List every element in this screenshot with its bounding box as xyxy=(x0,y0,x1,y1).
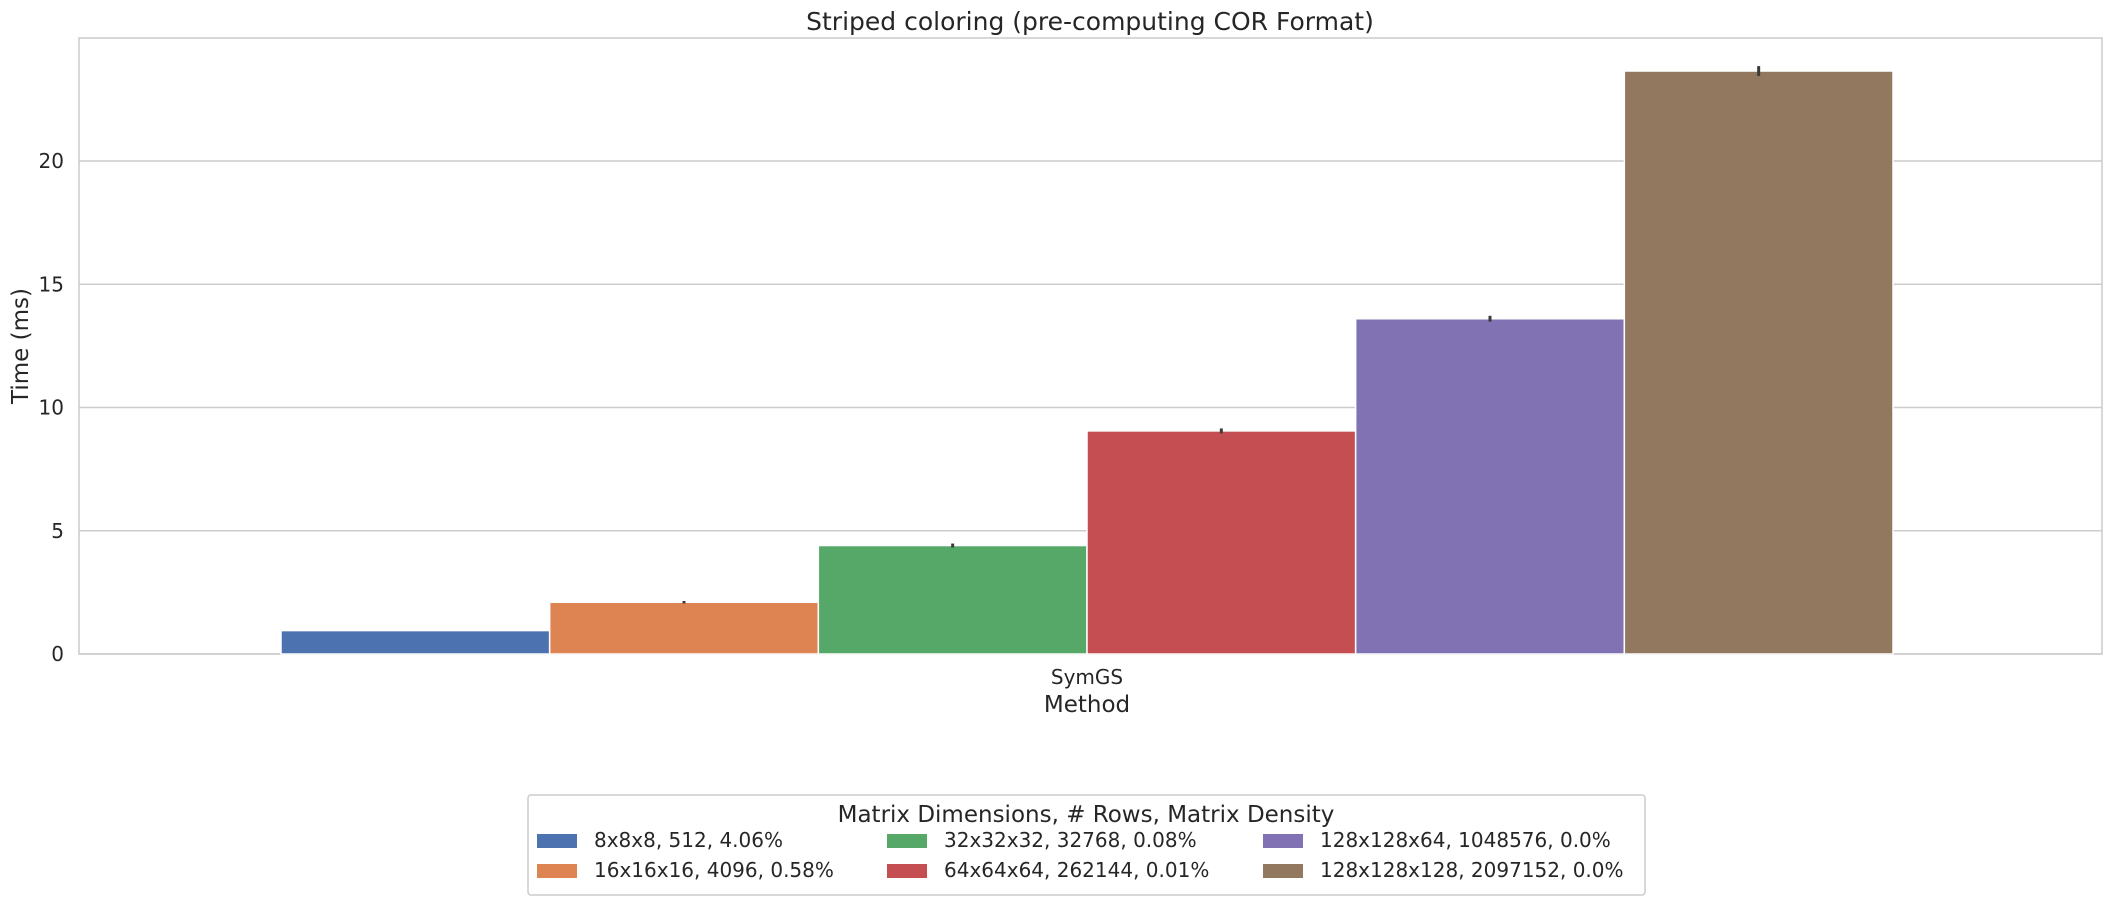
legend-label: 32x32x32, 32768, 0.08% xyxy=(944,828,1197,852)
y-tick-label: 10 xyxy=(39,396,64,420)
bar xyxy=(817,544,1088,655)
legend-swatch xyxy=(537,834,577,848)
legend-title: Matrix Dimensions, # Rows, Matrix Densit… xyxy=(838,802,1335,828)
x-tick-labels: SymGS xyxy=(1051,665,1123,689)
bar xyxy=(1623,70,1894,655)
legend-frame xyxy=(527,794,1646,896)
bar xyxy=(1086,430,1357,655)
bar xyxy=(280,629,551,655)
y-tick-label: 0 xyxy=(51,642,64,666)
legend-label: 128x128x64, 1048576, 0.0% xyxy=(1320,828,1611,852)
legend-label: 8x8x8, 512, 4.06% xyxy=(594,828,783,852)
bar xyxy=(548,601,820,655)
legend-entries: 8x8x8, 512, 4.06% 16x16x16, 4096, 0.58% 32… xyxy=(537,828,1624,882)
error-bars-layer xyxy=(682,66,1761,604)
y-tick-labels: 0 5 10 15 20 xyxy=(39,149,64,666)
y-axis-label: Time (ms) xyxy=(8,288,34,405)
x-tick-label: SymGS xyxy=(1051,665,1123,689)
chart-title: Striped coloring (pre-computing COR Form… xyxy=(806,7,1374,36)
legend-swatch xyxy=(1263,864,1303,878)
bars-layer xyxy=(280,70,1894,655)
legend: Matrix Dimensions, # Rows, Matrix Densit… xyxy=(527,794,1646,896)
legend-label: 128x128x128, 2097152, 0.0% xyxy=(1320,858,1624,882)
legend-label: 64x64x64, 262144, 0.01% xyxy=(944,858,1209,882)
legend-swatch xyxy=(1263,834,1303,848)
y-tick-label: 15 xyxy=(39,272,64,296)
y-tick-label: 5 xyxy=(51,519,64,543)
legend-swatch xyxy=(887,864,927,878)
x-axis-label: Method xyxy=(1044,692,1130,718)
y-tick-label: 20 xyxy=(39,149,64,173)
legend-label: 16x16x16, 4096, 0.58% xyxy=(594,858,834,882)
bar xyxy=(1354,318,1626,655)
legend-swatch xyxy=(887,834,927,848)
legend-swatch xyxy=(537,864,577,878)
